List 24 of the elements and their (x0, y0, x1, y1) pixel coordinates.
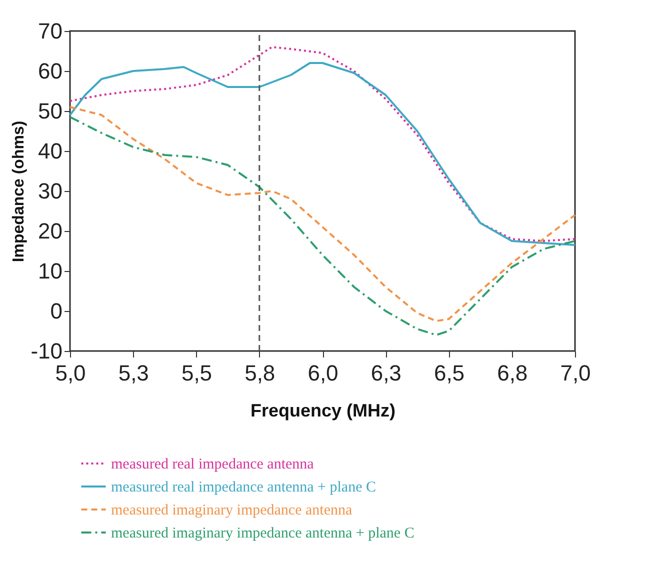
y-tick-label: 20 (38, 218, 62, 244)
x-tick-label: 5,3 (118, 360, 149, 386)
x-tick-label: 6,3 (370, 360, 402, 386)
x-tick-label: 7,0 (560, 360, 591, 386)
legend-label: measured real impedance antenna (111, 456, 314, 472)
x-tick-label: 5,5 (181, 360, 212, 386)
y-tick-label: 40 (38, 138, 62, 164)
y-tick-label: 60 (38, 58, 62, 84)
y-tick-label: 50 (38, 98, 62, 124)
legend-label: measured imaginary impedance antenna (111, 502, 352, 518)
x-axis-title: Frequency (MHz) (250, 400, 396, 420)
x-tick-label: 5,8 (244, 360, 276, 386)
y-tick-label: 10 (38, 258, 62, 284)
legend-label: measured real impedance antenna + plane C (111, 480, 376, 496)
x-tick-label: 5,0 (55, 360, 86, 386)
x-tick-label: 6,0 (308, 360, 338, 386)
y-tick-label: -10 (30, 338, 62, 364)
x-tick-label: 6,5 (434, 360, 465, 386)
y-tick-label: 0 (50, 298, 62, 324)
y-tick-label: 70 (38, 18, 62, 44)
y-axis-title: Impedance (ohms) (10, 120, 28, 262)
y-tick-label: 30 (38, 178, 62, 204)
legend-label: measured imaginary impedance antenna + plane C (111, 526, 414, 542)
x-tick-label: 6,8 (497, 360, 528, 386)
